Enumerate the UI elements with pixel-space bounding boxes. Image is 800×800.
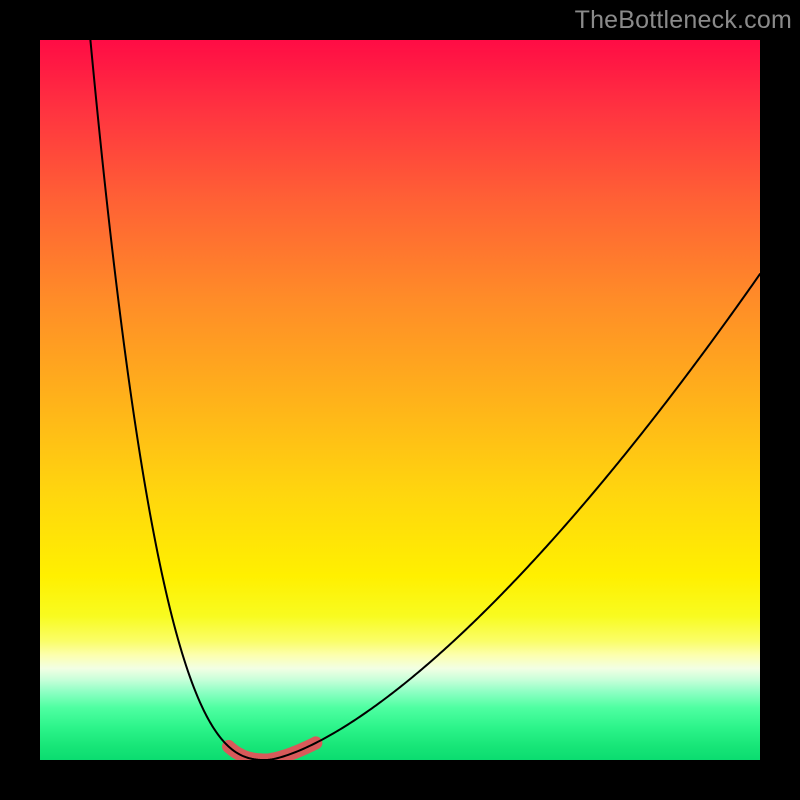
stage: TheBottleneck.com: [0, 0, 800, 800]
plot-background: [40, 40, 760, 760]
watermark-text: TheBottleneck.com: [575, 6, 792, 35]
chart-svg: [0, 0, 800, 800]
